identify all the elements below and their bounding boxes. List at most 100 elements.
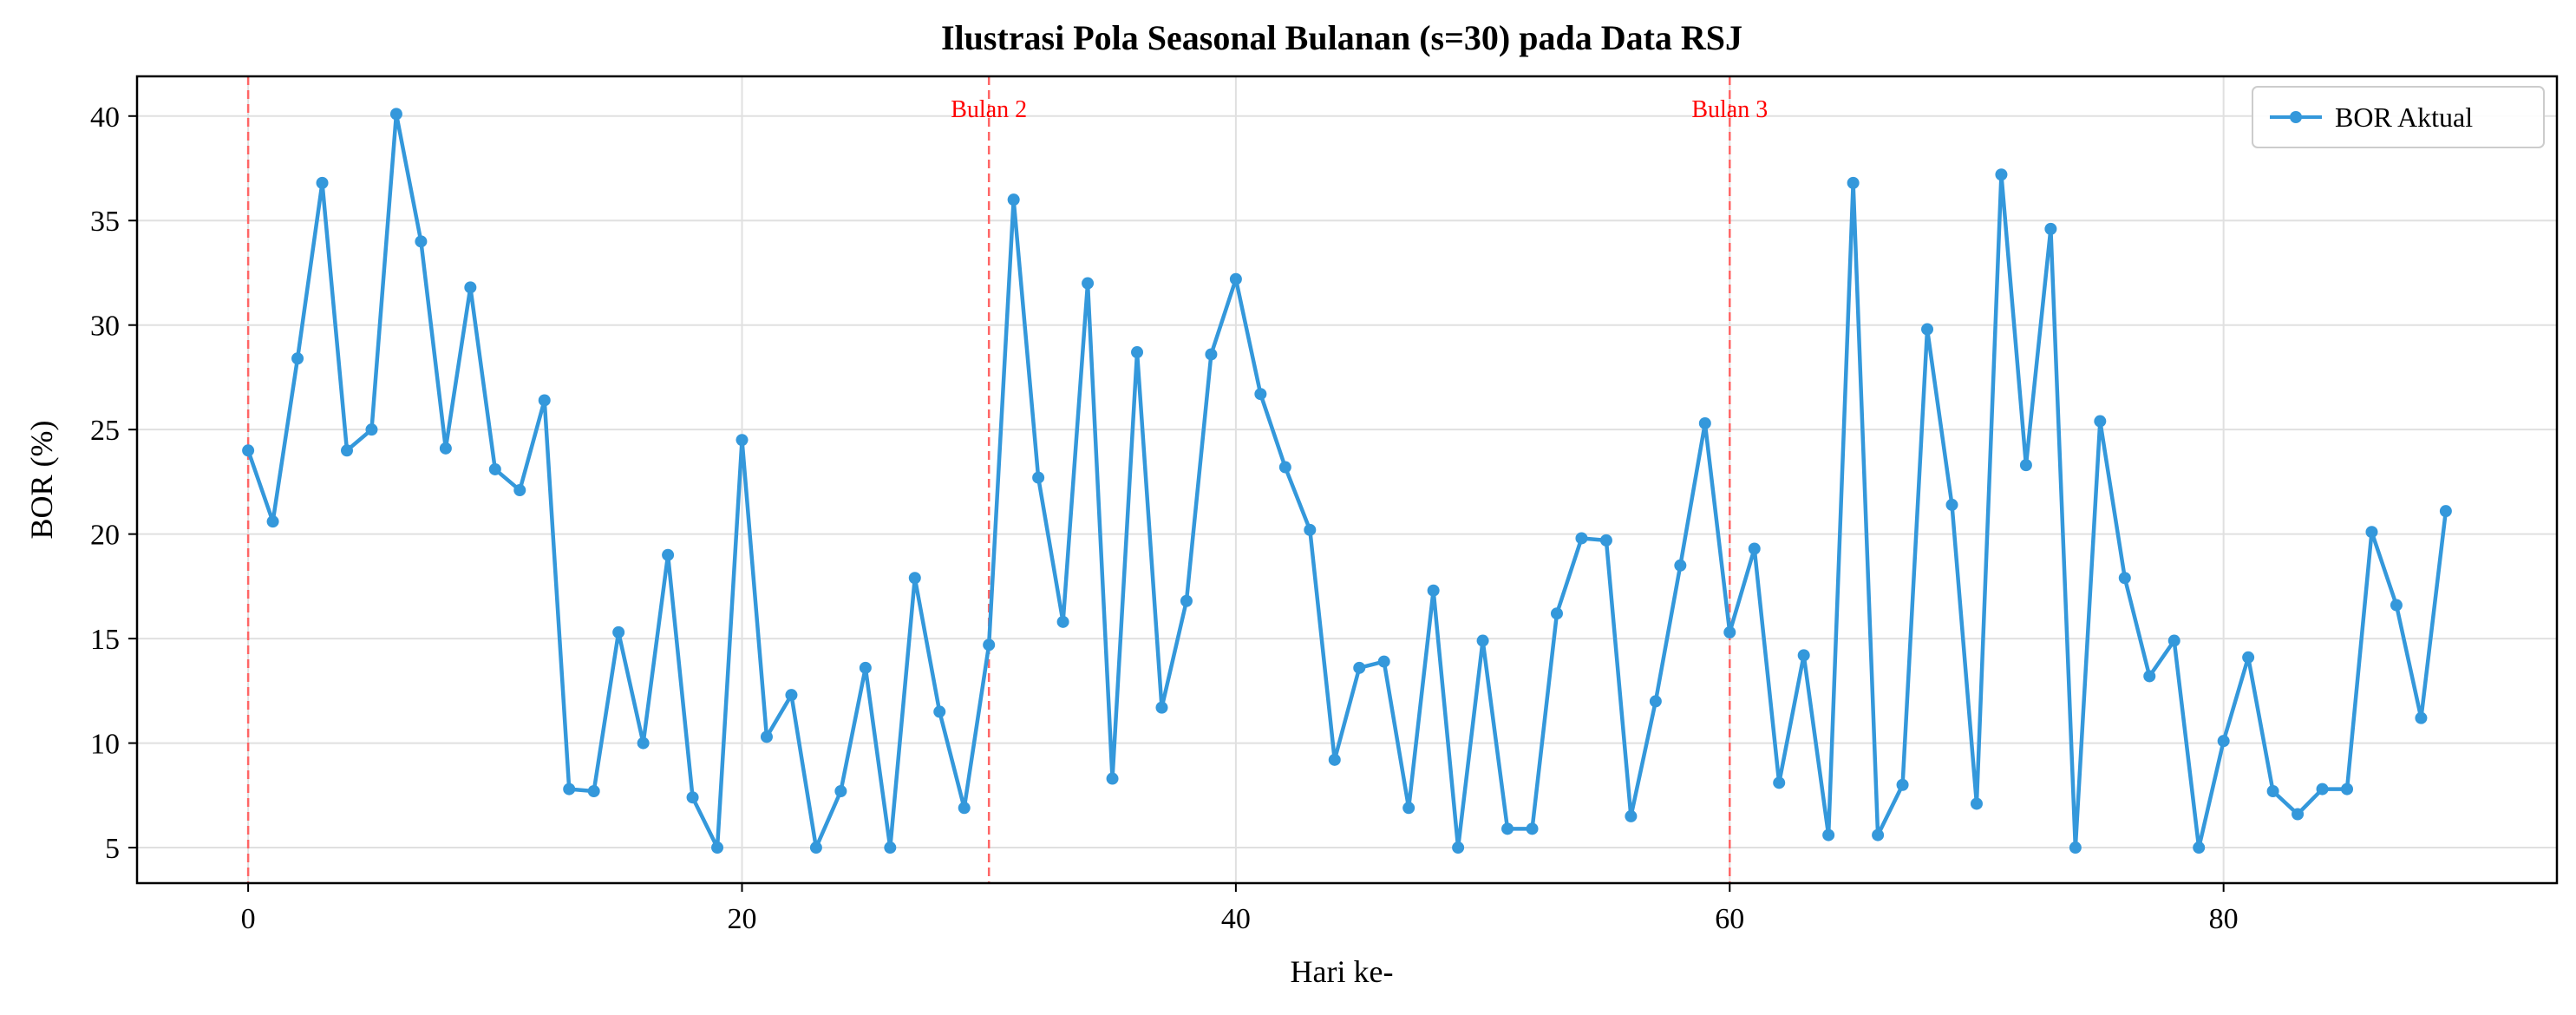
y-tick-label: 15 <box>90 624 120 656</box>
data-point <box>1304 523 1317 536</box>
data-point <box>587 784 600 797</box>
data-point <box>2069 841 2082 855</box>
data-point <box>1476 634 1489 647</box>
data-point <box>1131 346 1144 359</box>
y-tick-label: 20 <box>90 520 120 552</box>
data-point <box>1698 416 1711 429</box>
data-point <box>1427 584 1440 597</box>
data-point <box>1674 559 1687 572</box>
data-point <box>316 176 329 189</box>
series-layer <box>242 108 2452 855</box>
data-point <box>2143 670 2156 683</box>
data-point <box>1082 277 1095 290</box>
data-point <box>1599 534 1612 547</box>
data-point <box>2044 222 2057 235</box>
data-point <box>340 444 353 457</box>
data-point <box>1723 625 1736 638</box>
y-axis-ticks: 5 10 15 20 25 30 35 40 <box>90 102 137 865</box>
y-tick-label: 40 <box>90 102 120 134</box>
data-point <box>1748 542 1761 555</box>
data-point <box>1377 655 1390 668</box>
data-point <box>760 730 773 743</box>
data-point <box>612 625 625 638</box>
data-point <box>662 548 675 561</box>
data-point <box>291 352 304 365</box>
data-point <box>834 784 847 797</box>
month-divider-label: Bulan 3 <box>1691 96 1768 123</box>
data-point <box>2365 526 2378 539</box>
data-point <box>686 791 699 804</box>
data-point <box>1550 607 1563 620</box>
data-point <box>908 572 921 585</box>
legend-marker-swatch <box>2290 111 2302 123</box>
data-point <box>958 802 971 815</box>
legend-label: BOR Aktual <box>2335 102 2473 133</box>
data-point <box>1896 778 1909 791</box>
data-point <box>1773 776 1786 789</box>
data-point <box>2094 415 2107 428</box>
x-axis-label: Hari ke- <box>1291 954 1394 989</box>
data-point <box>983 638 996 652</box>
data-point <box>2242 651 2255 664</box>
data-point <box>389 108 402 121</box>
data-point <box>2341 783 2354 796</box>
data-point <box>809 841 822 855</box>
data-point <box>1995 168 2008 181</box>
data-point <box>785 689 798 702</box>
y-tick-label: 35 <box>90 206 120 238</box>
data-point <box>1278 461 1291 474</box>
data-point <box>637 737 650 750</box>
data-point <box>736 434 749 447</box>
data-point <box>1921 323 1934 336</box>
data-point <box>266 515 279 528</box>
data-point <box>1007 193 1020 206</box>
data-point <box>1205 348 1218 361</box>
data-point <box>1402 802 1415 815</box>
x-tick-label: 0 <box>241 903 256 935</box>
legend: BOR Aktual <box>2252 86 2545 148</box>
y-tick-label: 5 <box>105 833 120 865</box>
data-point <box>2415 711 2428 724</box>
data-point <box>1822 828 1835 841</box>
data-point <box>2292 808 2305 821</box>
month-divider-label: Bulan 2 <box>951 96 1027 123</box>
data-point <box>1945 498 1958 511</box>
data-point <box>1970 797 1983 810</box>
y-tick-label: 25 <box>90 415 120 447</box>
data-point <box>1625 809 1638 822</box>
x-tick-label: 20 <box>728 903 757 935</box>
data-point <box>415 235 428 248</box>
legend-box <box>2252 86 2545 148</box>
data-point <box>513 484 526 497</box>
data-point <box>563 783 576 796</box>
x-tick-label: 60 <box>1715 903 1744 935</box>
data-point <box>1155 701 1168 714</box>
data-point <box>2118 572 2131 585</box>
x-tick-label: 80 <box>2209 903 2239 935</box>
data-point <box>1872 828 1885 841</box>
data-point <box>1575 532 1588 545</box>
data-point <box>933 705 946 718</box>
data-point <box>1649 695 1662 708</box>
data-point <box>1328 753 1341 766</box>
data-point <box>1106 772 1119 785</box>
data-point <box>2439 505 2452 518</box>
data-point <box>1353 661 1366 674</box>
data-point <box>488 462 501 475</box>
data-point <box>2193 841 2206 855</box>
data-point <box>439 442 452 455</box>
data-point <box>1056 615 1069 628</box>
data-point <box>1847 176 1860 189</box>
data-point <box>2316 783 2329 796</box>
y-tick-label: 30 <box>90 311 120 343</box>
data-point <box>242 444 255 457</box>
y-tick-label: 10 <box>90 729 120 761</box>
data-point <box>365 423 378 436</box>
data-point <box>859 661 872 674</box>
x-tick-label: 40 <box>1221 903 1251 935</box>
plot-area-frame <box>135 75 2559 885</box>
data-point <box>2167 634 2180 647</box>
data-point <box>1180 594 1193 607</box>
